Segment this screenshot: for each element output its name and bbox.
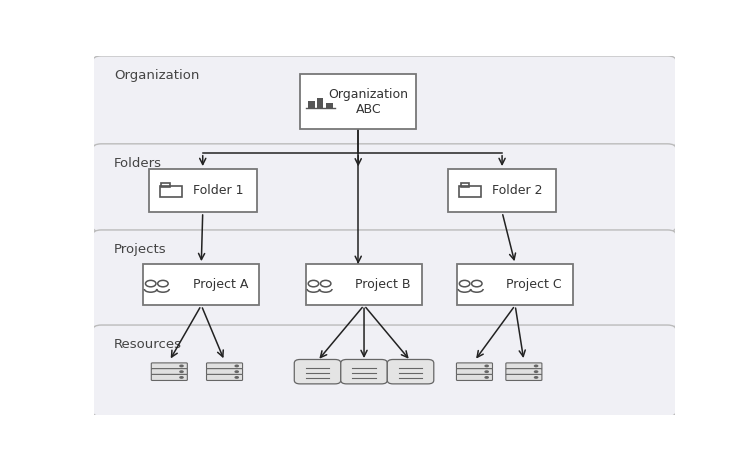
FancyBboxPatch shape [506, 374, 542, 380]
Circle shape [235, 376, 239, 379]
Bar [459, 186, 482, 197]
Text: Project B: Project B [356, 278, 411, 291]
Text: Project C: Project C [506, 278, 562, 291]
Bar [317, 98, 323, 108]
Circle shape [484, 376, 489, 379]
FancyBboxPatch shape [294, 359, 340, 384]
Bar [326, 103, 333, 108]
FancyBboxPatch shape [92, 56, 676, 147]
Bar [149, 169, 256, 212]
Circle shape [179, 364, 184, 367]
Bar [306, 264, 422, 305]
Text: Resources: Resources [114, 338, 182, 351]
FancyBboxPatch shape [92, 230, 676, 329]
Circle shape [179, 376, 184, 379]
Text: Organization: Organization [114, 69, 200, 82]
Text: Projects: Projects [114, 243, 166, 256]
FancyBboxPatch shape [206, 363, 242, 369]
Circle shape [235, 370, 239, 373]
Circle shape [534, 370, 538, 373]
Circle shape [534, 364, 538, 367]
Circle shape [534, 376, 538, 379]
Text: Project A: Project A [193, 278, 248, 291]
FancyBboxPatch shape [92, 144, 676, 232]
Bar [308, 101, 314, 108]
FancyBboxPatch shape [206, 374, 242, 380]
Bar [143, 264, 260, 305]
FancyBboxPatch shape [340, 359, 387, 384]
Text: Folder 2: Folder 2 [492, 184, 542, 197]
Bar [160, 186, 182, 197]
FancyBboxPatch shape [152, 363, 188, 369]
Text: Folders: Folders [114, 157, 162, 170]
Bar [300, 74, 416, 130]
Text: Folder 1: Folder 1 [193, 184, 243, 197]
FancyBboxPatch shape [457, 363, 493, 369]
FancyBboxPatch shape [506, 363, 542, 369]
FancyBboxPatch shape [457, 374, 493, 380]
FancyBboxPatch shape [92, 325, 676, 417]
Circle shape [179, 370, 184, 373]
FancyBboxPatch shape [457, 369, 493, 375]
Bar [448, 169, 556, 212]
Circle shape [235, 364, 239, 367]
Text: Organization
ABC: Organization ABC [328, 88, 409, 116]
Circle shape [484, 364, 489, 367]
FancyBboxPatch shape [152, 369, 188, 375]
FancyBboxPatch shape [387, 359, 433, 384]
FancyBboxPatch shape [152, 374, 188, 380]
Bar [457, 264, 573, 305]
FancyBboxPatch shape [206, 369, 242, 375]
FancyBboxPatch shape [506, 369, 542, 375]
Circle shape [484, 370, 489, 373]
